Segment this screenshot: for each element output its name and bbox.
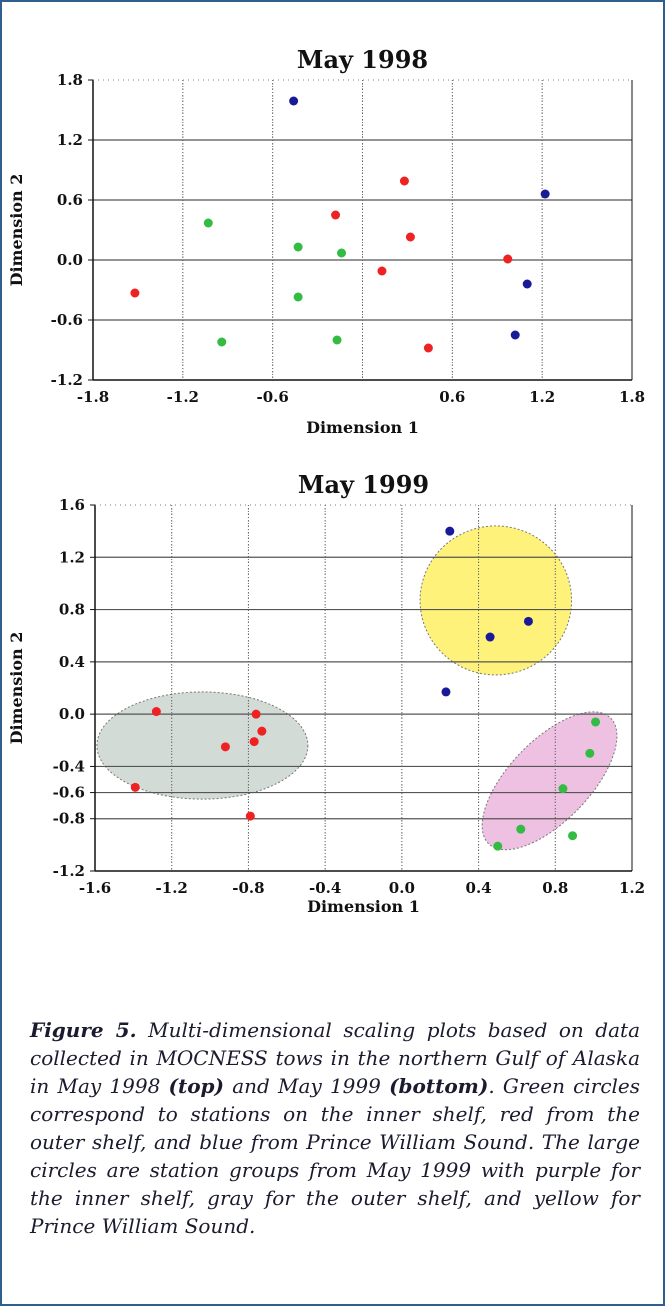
data-point-red: [220, 742, 230, 752]
y-tick-label: 0.8: [59, 601, 85, 619]
data-point-red: [257, 726, 267, 736]
caption-label: Figure 5.: [30, 1018, 137, 1042]
x-tick-label: -1.6: [79, 879, 111, 897]
y-tick-label: -1.2: [51, 371, 83, 389]
data-point-green: [591, 717, 601, 727]
y-tick-label: -0.4: [53, 757, 85, 775]
data-point-blue: [540, 189, 550, 199]
y-tick-label: 1.2: [59, 548, 85, 566]
data-point-red: [251, 709, 261, 719]
x-tick-label: -0.4: [309, 879, 341, 897]
data-point-red: [249, 737, 259, 747]
y-tick-label: 0.4: [59, 653, 85, 671]
y-tick-label: -1.2: [53, 862, 85, 880]
y-tick-label: -0.6: [53, 784, 85, 802]
caption-text-2: and May 1999: [232, 1074, 381, 1098]
data-point-green: [558, 784, 568, 794]
data-point-green: [332, 335, 342, 345]
caption-text-3: . Green circles correspond to stations o…: [30, 1074, 641, 1238]
data-point-green: [568, 831, 578, 841]
data-point-red: [399, 176, 409, 186]
x-tick-label: 1.2: [619, 879, 645, 897]
data-point-blue: [289, 96, 299, 106]
figure-caption: Figure 5. Multi-dimensional scaling plot…: [30, 1016, 640, 1240]
x-tick-label: -0.8: [232, 879, 264, 897]
data-point-red: [423, 343, 433, 353]
data-point-green: [585, 748, 595, 758]
data-point-green: [516, 824, 526, 834]
x-tick-label: -1.2: [167, 388, 199, 406]
data-point-green: [293, 242, 303, 252]
y-tick-label: 0.0: [57, 251, 83, 269]
y-axis-label: Dimension 2: [7, 632, 26, 745]
data-point-red: [405, 232, 415, 242]
x-axis-label: Dimension 1: [306, 418, 419, 437]
y-tick-label: 1.6: [59, 496, 85, 514]
chart-title: May 1998: [297, 45, 428, 74]
y-axis-label: Dimension 2: [7, 174, 26, 287]
data-point-red: [245, 811, 255, 821]
x-tick-label: -1.8: [77, 388, 109, 406]
chart-title: May 1999: [298, 470, 429, 499]
data-point-blue: [441, 687, 451, 697]
data-point-green: [217, 337, 227, 347]
x-tick-label: 1.2: [529, 388, 555, 406]
x-tick-label: -0.6: [257, 388, 289, 406]
caption-bottom: (bottom): [389, 1074, 489, 1098]
y-tick-label: 1.8: [57, 71, 83, 89]
x-tick-label: 0.4: [466, 879, 492, 897]
data-point-red: [151, 707, 161, 717]
x-axis-label: Dimension 1: [307, 897, 420, 916]
x-tick-label: 0.0: [389, 879, 415, 897]
group-ellipse-gray: [96, 691, 309, 800]
data-point-red: [130, 782, 140, 792]
caption-text-1: Multi-dimensional scaling plots based on…: [30, 1018, 640, 1098]
data-point-green: [293, 292, 303, 302]
y-tick-label: 0.0: [59, 705, 85, 723]
data-point-blue: [510, 330, 520, 340]
x-tick-label: -1.2: [156, 879, 188, 897]
data-point-green: [337, 248, 347, 258]
y-tick-label: 0.6: [57, 191, 83, 209]
y-tick-label: -0.6: [51, 311, 83, 329]
data-point-red: [503, 254, 513, 264]
y-tick-label: -0.8: [53, 810, 85, 828]
chart-may-1999: May 19991.61.20.80.40.0-0.4-0.6-0.8-1.2-…: [7, 470, 645, 916]
data-point-red: [331, 210, 341, 220]
data-point-red: [130, 288, 140, 298]
data-point-blue: [485, 632, 495, 642]
data-point-blue: [445, 526, 455, 536]
y-tick-label: 1.2: [57, 131, 83, 149]
x-tick-label: 0.8: [542, 879, 568, 897]
x-tick-label: 0.6: [439, 388, 465, 406]
caption-top: (top): [168, 1074, 225, 1098]
x-tick-label: 1.8: [619, 388, 645, 406]
data-point-green: [203, 218, 213, 228]
data-point-blue: [523, 616, 533, 626]
data-point-red: [377, 266, 387, 276]
data-point-green: [493, 841, 503, 851]
group-ellipse-yellow: [419, 525, 573, 676]
data-point-blue: [522, 279, 532, 289]
